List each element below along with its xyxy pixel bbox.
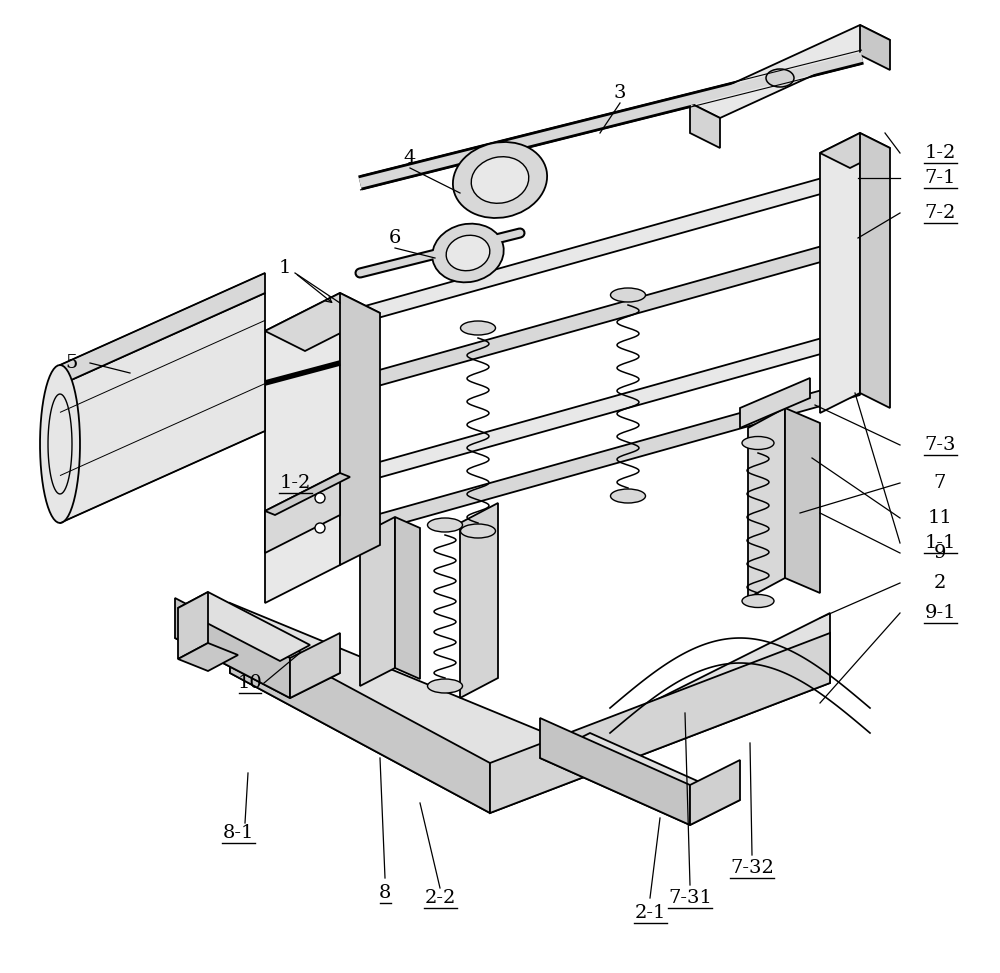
Polygon shape: [340, 313, 360, 391]
Text: 1-2: 1-2: [924, 144, 956, 162]
Text: 4: 4: [404, 149, 416, 167]
Polygon shape: [490, 633, 830, 813]
Polygon shape: [340, 241, 860, 391]
Polygon shape: [540, 733, 740, 825]
Ellipse shape: [315, 523, 325, 533]
Ellipse shape: [471, 157, 529, 203]
Polygon shape: [178, 592, 310, 661]
Text: 9: 9: [934, 544, 946, 562]
Polygon shape: [175, 598, 290, 698]
Polygon shape: [265, 293, 340, 603]
Text: 6: 6: [389, 229, 401, 247]
Text: 7: 7: [934, 474, 946, 492]
Ellipse shape: [610, 489, 646, 503]
Text: 7-2: 7-2: [924, 204, 956, 222]
Polygon shape: [360, 517, 395, 686]
Polygon shape: [460, 503, 498, 698]
Ellipse shape: [432, 224, 504, 282]
Ellipse shape: [460, 321, 496, 335]
Ellipse shape: [453, 142, 547, 218]
Polygon shape: [820, 133, 890, 168]
Polygon shape: [820, 133, 860, 413]
Ellipse shape: [460, 524, 496, 538]
Ellipse shape: [446, 235, 490, 270]
Polygon shape: [230, 603, 830, 813]
Text: 8: 8: [379, 884, 391, 902]
Polygon shape: [340, 473, 360, 535]
Text: 8-1: 8-1: [222, 824, 254, 842]
Polygon shape: [60, 273, 265, 385]
Text: 2-1: 2-1: [634, 904, 666, 922]
Polygon shape: [178, 643, 238, 671]
Text: 10: 10: [238, 674, 262, 692]
Ellipse shape: [766, 69, 794, 87]
Text: 11: 11: [928, 509, 952, 527]
Polygon shape: [340, 173, 860, 323]
Polygon shape: [230, 623, 490, 813]
Polygon shape: [540, 718, 690, 825]
Polygon shape: [290, 633, 340, 698]
Text: 5: 5: [66, 354, 78, 372]
Text: 1-1: 1-1: [924, 534, 956, 552]
Polygon shape: [860, 133, 890, 408]
Polygon shape: [840, 173, 860, 251]
Polygon shape: [395, 517, 420, 679]
Polygon shape: [340, 293, 380, 565]
Ellipse shape: [610, 288, 646, 302]
Polygon shape: [740, 378, 810, 428]
Polygon shape: [340, 333, 860, 483]
Text: 7-31: 7-31: [668, 889, 712, 907]
Ellipse shape: [742, 595, 774, 607]
Polygon shape: [690, 760, 740, 825]
Polygon shape: [175, 613, 340, 698]
Polygon shape: [860, 25, 890, 70]
Polygon shape: [340, 385, 860, 535]
Polygon shape: [690, 103, 720, 148]
Polygon shape: [178, 592, 208, 659]
Text: 3: 3: [614, 84, 626, 102]
Ellipse shape: [428, 518, 462, 532]
Polygon shape: [60, 293, 265, 523]
Ellipse shape: [428, 679, 462, 693]
Text: 7-1: 7-1: [924, 169, 956, 187]
Text: 1-2: 1-2: [279, 474, 311, 492]
Text: 7-3: 7-3: [924, 436, 956, 454]
Polygon shape: [748, 408, 785, 598]
Polygon shape: [785, 408, 820, 593]
Polygon shape: [265, 293, 380, 351]
Text: 2-2: 2-2: [424, 889, 456, 907]
Polygon shape: [40, 365, 80, 523]
Text: 2: 2: [934, 574, 946, 592]
Polygon shape: [690, 25, 890, 118]
Text: 9-1: 9-1: [924, 604, 956, 622]
Text: 1: 1: [279, 259, 291, 277]
Ellipse shape: [742, 437, 774, 450]
Polygon shape: [265, 473, 350, 515]
Ellipse shape: [315, 493, 325, 503]
Polygon shape: [265, 473, 340, 553]
Text: 7-32: 7-32: [730, 859, 774, 877]
Polygon shape: [840, 333, 860, 395]
